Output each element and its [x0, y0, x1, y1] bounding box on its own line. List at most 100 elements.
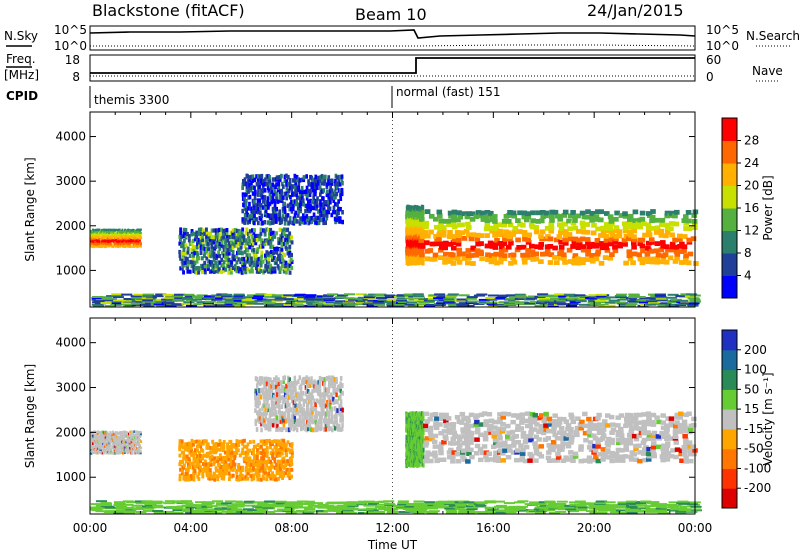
data-cell — [631, 245, 637, 250]
data-cell — [284, 375, 287, 380]
data-cell — [686, 219, 692, 224]
data-cell — [271, 471, 274, 475]
data-cell — [267, 196, 270, 201]
data-cell — [132, 452, 134, 455]
data-cell — [253, 295, 264, 297]
data-cell — [660, 240, 666, 245]
data-cell — [340, 376, 343, 381]
data-cell — [233, 304, 244, 306]
data-cell — [266, 446, 269, 450]
data-cell — [294, 385, 297, 390]
data-cell — [264, 195, 267, 200]
data-cell — [229, 440, 232, 444]
data-cell — [222, 299, 233, 301]
data-cell — [301, 186, 304, 191]
data-cell — [424, 221, 430, 226]
data-cell — [335, 392, 338, 397]
data-cell — [228, 472, 231, 476]
data-cell — [254, 196, 257, 201]
data-cell — [585, 222, 591, 227]
data-cell — [227, 271, 230, 275]
data-cell — [272, 423, 275, 428]
data-cell — [254, 303, 265, 305]
data-cell — [309, 189, 312, 194]
nave-tick-top: 60 — [706, 53, 721, 67]
data-cell — [686, 210, 692, 215]
data-cell — [234, 463, 237, 467]
data-cell — [515, 218, 521, 223]
scatter-band-4 — [418, 209, 698, 266]
data-cell — [313, 213, 316, 218]
data-cell — [163, 294, 174, 296]
data-cell — [258, 401, 261, 406]
data-cell — [189, 270, 192, 274]
data-cell — [275, 192, 278, 197]
data-cell — [405, 304, 416, 306]
data-cell — [525, 211, 531, 216]
data-cell — [267, 257, 270, 261]
data-cell — [191, 439, 194, 443]
data-cell — [322, 196, 325, 201]
data-cell — [672, 238, 678, 243]
noise-tick-bottom-right: 10^0 — [706, 39, 739, 53]
data-cell — [554, 260, 560, 265]
freq-line — [90, 58, 695, 73]
data-cell — [506, 245, 512, 250]
data-cell — [441, 225, 447, 230]
data-cell — [633, 210, 639, 215]
data-cell — [290, 475, 293, 479]
data-cell — [438, 255, 444, 260]
data-cell — [112, 431, 114, 434]
data-cell — [478, 250, 484, 255]
nave-tick-bottom: 0 — [706, 70, 714, 84]
data-cell — [515, 303, 526, 305]
data-cell — [668, 226, 674, 231]
data-cell — [612, 245, 618, 250]
data-cell — [241, 251, 244, 255]
data-cell — [554, 293, 565, 295]
data-cell — [277, 264, 280, 268]
beam-title: Beam 10 — [355, 5, 427, 24]
data-cell — [324, 175, 327, 180]
data-cell — [492, 233, 498, 238]
data-cell — [105, 246, 107, 248]
data-cell — [396, 300, 407, 302]
freq-tick-bottom: 8 — [72, 70, 80, 84]
data-cell — [197, 256, 200, 260]
data-cell — [413, 295, 424, 297]
data-cell — [284, 298, 295, 300]
data-cell — [143, 294, 154, 296]
data-cell — [511, 253, 517, 258]
data-cell — [567, 226, 573, 231]
data-cell — [140, 447, 142, 450]
y-tick-label: 2000 — [55, 219, 86, 233]
data-cell — [576, 229, 582, 234]
data-cell — [451, 223, 457, 228]
data-cell — [568, 236, 574, 241]
data-cell — [140, 229, 142, 231]
data-cell — [268, 179, 271, 184]
data-cell — [290, 253, 293, 257]
data-cell — [443, 241, 449, 246]
freq-unit-label: [MHz] — [4, 68, 39, 82]
data-cell — [530, 210, 536, 215]
data-cell — [447, 230, 453, 235]
data-cell — [285, 270, 288, 274]
data-cell — [617, 229, 623, 234]
data-cell — [302, 391, 305, 396]
data-cell — [534, 225, 540, 230]
data-cell — [292, 204, 295, 209]
data-cell — [187, 247, 190, 251]
data-cell — [247, 206, 250, 211]
data-cell — [451, 246, 457, 251]
data-cell — [243, 182, 246, 187]
scatter-band-0 — [90, 229, 142, 249]
data-cell — [339, 216, 342, 221]
data-cell — [249, 195, 252, 200]
data-cell — [525, 238, 531, 243]
data-cell — [184, 228, 187, 232]
data-cell — [467, 300, 478, 302]
data-cell — [677, 300, 688, 302]
data-cell — [278, 209, 281, 214]
